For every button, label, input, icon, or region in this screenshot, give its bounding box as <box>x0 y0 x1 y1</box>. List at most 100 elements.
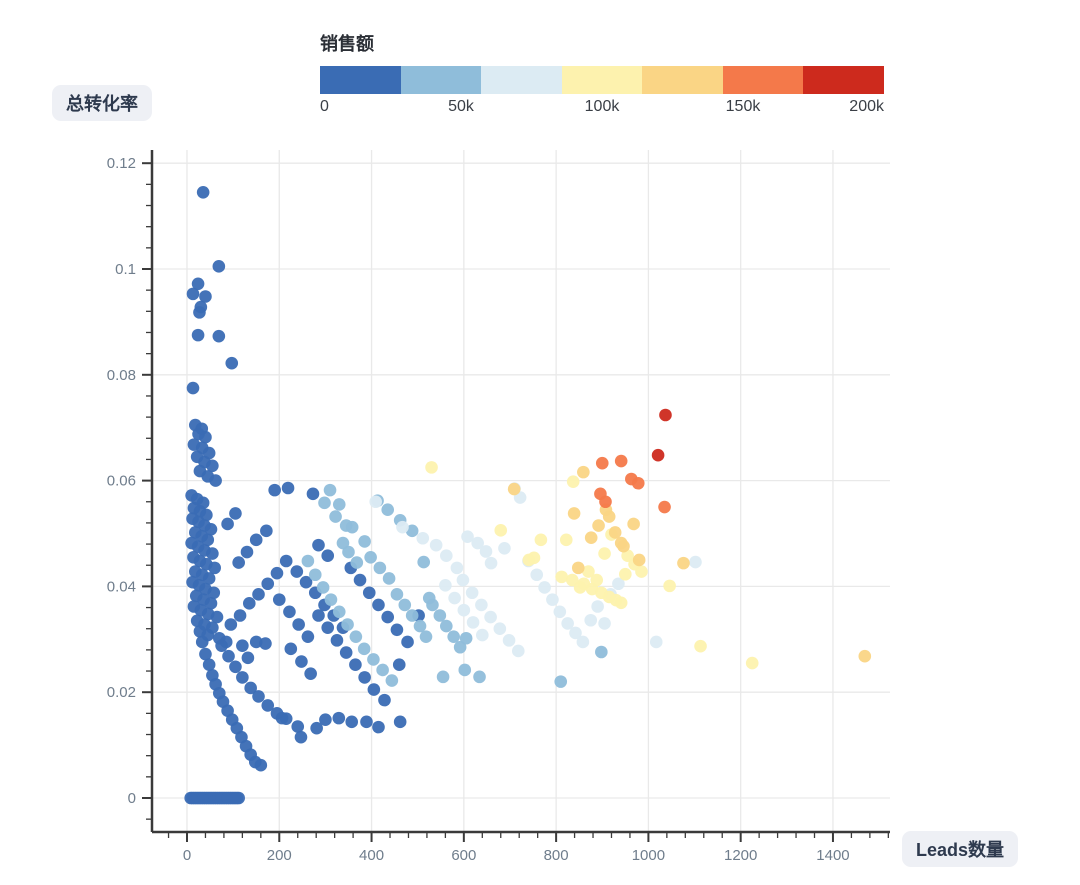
scatter-point[interactable] <box>595 645 608 659</box>
scatter-point[interactable] <box>401 635 414 649</box>
scatter-point[interactable] <box>330 634 344 647</box>
scatter-point[interactable] <box>224 618 238 631</box>
scatter-point[interactable] <box>345 520 359 534</box>
scatter-point[interactable] <box>207 586 221 600</box>
scatter-point[interactable] <box>413 619 427 633</box>
scatter-point[interactable] <box>229 660 242 674</box>
scatter-point[interactable] <box>196 185 210 199</box>
scatter-point[interactable] <box>439 579 452 592</box>
scatter-point[interactable] <box>417 555 430 569</box>
scatter-point[interactable] <box>364 551 377 564</box>
scatter-point[interactable] <box>290 565 304 578</box>
scatter-point[interactable] <box>569 626 582 640</box>
scatter-point[interactable] <box>475 628 489 642</box>
scatter-point[interactable] <box>561 617 574 630</box>
scatter-point[interactable] <box>301 554 315 568</box>
scatter-point[interactable] <box>191 328 205 342</box>
scatter-point[interactable] <box>222 649 235 663</box>
scatter-point[interactable] <box>199 430 212 444</box>
scatter-point[interactable] <box>617 539 630 553</box>
scatter-point[interactable] <box>382 572 396 585</box>
scatter-point[interactable] <box>212 329 226 343</box>
scatter-point[interactable] <box>649 635 663 649</box>
scatter-point[interactable] <box>329 510 342 523</box>
scatter-point[interactable] <box>310 721 323 735</box>
scatter-point[interactable] <box>321 549 335 563</box>
scatter-point[interactable] <box>208 561 221 575</box>
scatter-point[interactable] <box>677 556 690 570</box>
scatter-point[interactable] <box>318 496 331 510</box>
scatter-point[interactable] <box>745 656 759 670</box>
scatter-point[interactable] <box>396 520 409 534</box>
scatter-point[interactable] <box>294 730 308 744</box>
scatter-point[interactable] <box>393 715 407 729</box>
scatter-point[interactable] <box>571 561 585 575</box>
scatter-point[interactable] <box>390 623 404 637</box>
scatter-point[interactable] <box>308 568 322 582</box>
scatter-point[interactable] <box>651 448 665 462</box>
scatter-point[interactable] <box>378 693 391 707</box>
scatter-point[interactable] <box>663 579 676 593</box>
scatter-point[interactable] <box>433 609 447 622</box>
scatter-point[interactable] <box>195 635 209 649</box>
scatter-point[interactable] <box>484 556 498 570</box>
scatter-point[interactable] <box>659 408 672 422</box>
scatter-point[interactable] <box>202 658 216 671</box>
scatter-point[interactable] <box>350 556 364 569</box>
scatter-point[interactable] <box>244 681 257 695</box>
scatter-point[interactable] <box>534 533 548 547</box>
scatter-point[interactable] <box>341 618 354 631</box>
scatter-point[interactable] <box>694 639 707 653</box>
scatter-point[interactable] <box>392 658 406 671</box>
scatter-point[interactable] <box>429 538 443 552</box>
scatter-point[interactable] <box>252 588 265 601</box>
scatter-point[interactable] <box>221 517 234 531</box>
scatter-point[interactable] <box>321 621 335 634</box>
scatter-point[interactable] <box>440 549 453 563</box>
scatter-point[interactable] <box>471 536 484 550</box>
scatter-point[interactable] <box>566 475 580 488</box>
scatter-point[interactable] <box>367 653 380 666</box>
scatter-point[interactable] <box>522 553 536 567</box>
scatter-point[interactable] <box>323 483 337 497</box>
scatter-point[interactable] <box>416 531 430 545</box>
scatter-point[interactable] <box>349 658 362 671</box>
scatter-point[interactable] <box>210 610 224 624</box>
scatter-point[interactable] <box>201 533 215 547</box>
legend-color-segment[interactable] <box>722 66 804 94</box>
legend-color-segment[interactable] <box>320 66 401 94</box>
scatter-point[interactable] <box>635 565 648 578</box>
scatter-point[interactable] <box>240 545 254 559</box>
scatter-point[interactable] <box>582 565 595 578</box>
scatter-point[interactable] <box>312 538 325 552</box>
scatter-point[interactable] <box>209 474 222 487</box>
scatter-point[interactable] <box>440 619 453 633</box>
legend-color-segment[interactable] <box>561 66 643 94</box>
scatter-point[interactable] <box>419 630 433 643</box>
scatter-point[interactable] <box>631 476 645 490</box>
scatter-point[interactable] <box>598 547 611 560</box>
scatter-point[interactable] <box>689 555 702 569</box>
scatter-point[interactable] <box>212 260 226 273</box>
scatter-point[interactable] <box>473 670 486 684</box>
scatter-point[interactable] <box>507 482 521 496</box>
scatter-point[interactable] <box>457 603 471 617</box>
scatter-point[interactable] <box>358 671 371 684</box>
legend-color-segment[interactable] <box>481 66 562 94</box>
scatter-point[interactable] <box>658 500 671 514</box>
scatter-point[interactable] <box>292 618 305 631</box>
scatter-point[interactable] <box>484 610 497 624</box>
scatter-point[interactable] <box>461 530 474 543</box>
scatter-point[interactable] <box>232 556 245 569</box>
scatter-point[interactable] <box>559 533 573 547</box>
scatter-point[interactable] <box>398 598 412 612</box>
scatter-point[interactable] <box>621 549 634 563</box>
scatter-point[interactable] <box>281 481 295 495</box>
scatter-point[interactable] <box>345 715 359 729</box>
scatter-point[interactable] <box>319 713 332 727</box>
scatter-point[interactable] <box>332 498 346 511</box>
scatter-point[interactable] <box>372 598 385 612</box>
scatter-point[interactable] <box>447 630 460 643</box>
scatter-point[interactable] <box>502 634 516 647</box>
scatter-point[interactable] <box>349 630 363 643</box>
